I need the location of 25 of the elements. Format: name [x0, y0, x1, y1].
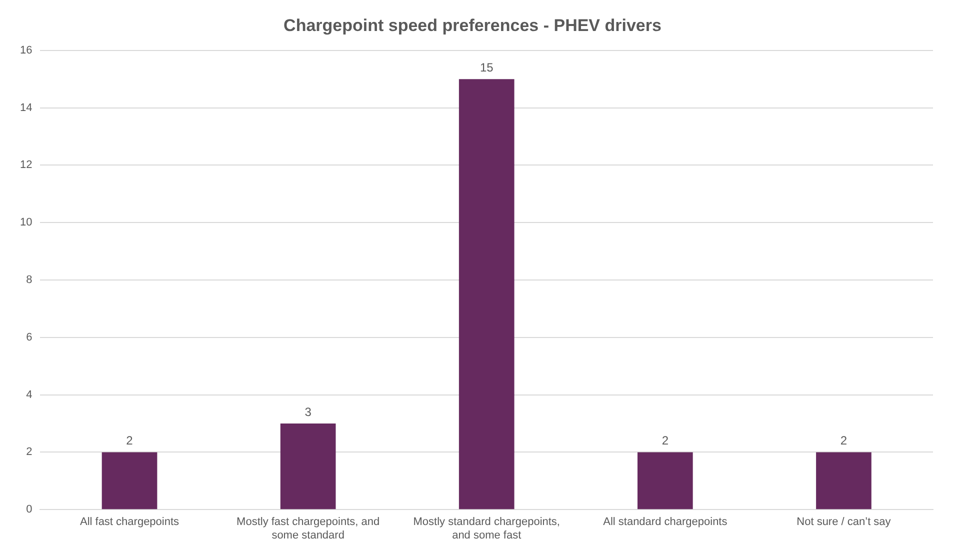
- bar: [280, 424, 336, 510]
- data-label: 3: [304, 404, 312, 419]
- bar: [458, 79, 514, 510]
- bar: [816, 452, 872, 510]
- y-tick-label: 16: [20, 44, 32, 56]
- y-tick-label: 2: [26, 446, 32, 458]
- data-label: 15: [480, 60, 494, 74]
- y-tick-label: 8: [26, 274, 32, 286]
- x-tick-label: Mostly fast chargepoints, and some standard: [236, 516, 380, 542]
- x-tick-label: All fast chargepoints: [80, 516, 180, 528]
- bar: [102, 452, 158, 510]
- y-tick-label: 6: [26, 331, 32, 344]
- x-tick-label: Mostly standard chargepoints, and some fast: [413, 516, 560, 542]
- y-tick-label: 10: [20, 216, 32, 229]
- x-tick-label: All standard chargepoints: [603, 516, 728, 528]
- y-tick-label: 4: [26, 388, 32, 401]
- x-tick-label: Not sure / can’t say: [796, 516, 892, 528]
- data-label: 2: [840, 434, 848, 448]
- data-label: 2: [126, 434, 134, 448]
- chart-title: Chargepoint speed preferences - PHEV drivers: [284, 16, 662, 35]
- y-tick-label: 12: [20, 159, 32, 172]
- bar: [637, 452, 693, 510]
- data-label: 2: [662, 434, 669, 448]
- y-tick-label: 0: [26, 504, 32, 516]
- y-tick-label: 14: [20, 102, 32, 114]
